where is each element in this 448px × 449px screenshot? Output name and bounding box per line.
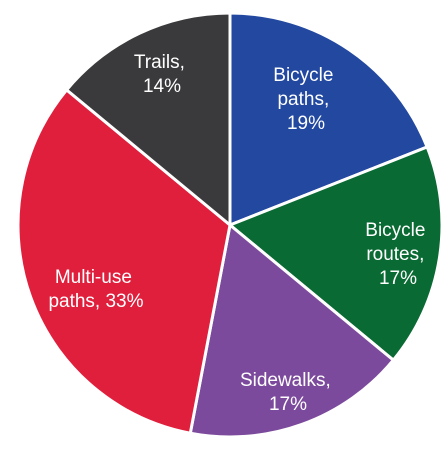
pie-slice <box>228 11 430 228</box>
label-line: paths, <box>277 89 334 110</box>
label-line: 17% <box>379 268 417 289</box>
pie-slice <box>16 87 232 436</box>
slice-label: Sidewalks, 17% <box>240 370 336 415</box>
label-line: routes, <box>366 244 429 265</box>
label-line: 17% <box>269 394 307 415</box>
pie-slice <box>188 222 396 439</box>
label-line: Trails, <box>134 52 190 73</box>
label-line: 19% <box>287 113 325 134</box>
label-line: 14% <box>143 76 181 97</box>
label-line: Sidewalks, <box>240 370 336 391</box>
label-line: Bicycle <box>365 220 430 241</box>
label-line: paths, 33% <box>48 291 143 312</box>
slice-label: Multi-use paths, 33% <box>48 267 143 312</box>
slice-label: Bicycle paths, 19% <box>273 65 338 134</box>
pie-slice <box>227 145 444 363</box>
label-line: Bicycle <box>273 65 338 86</box>
label-line: Multi-use <box>55 267 137 288</box>
pie-slice <box>64 11 232 229</box>
slice-label: Trails, 14% <box>134 52 190 97</box>
slice-label: Bicycle routes, 17% <box>365 220 430 289</box>
